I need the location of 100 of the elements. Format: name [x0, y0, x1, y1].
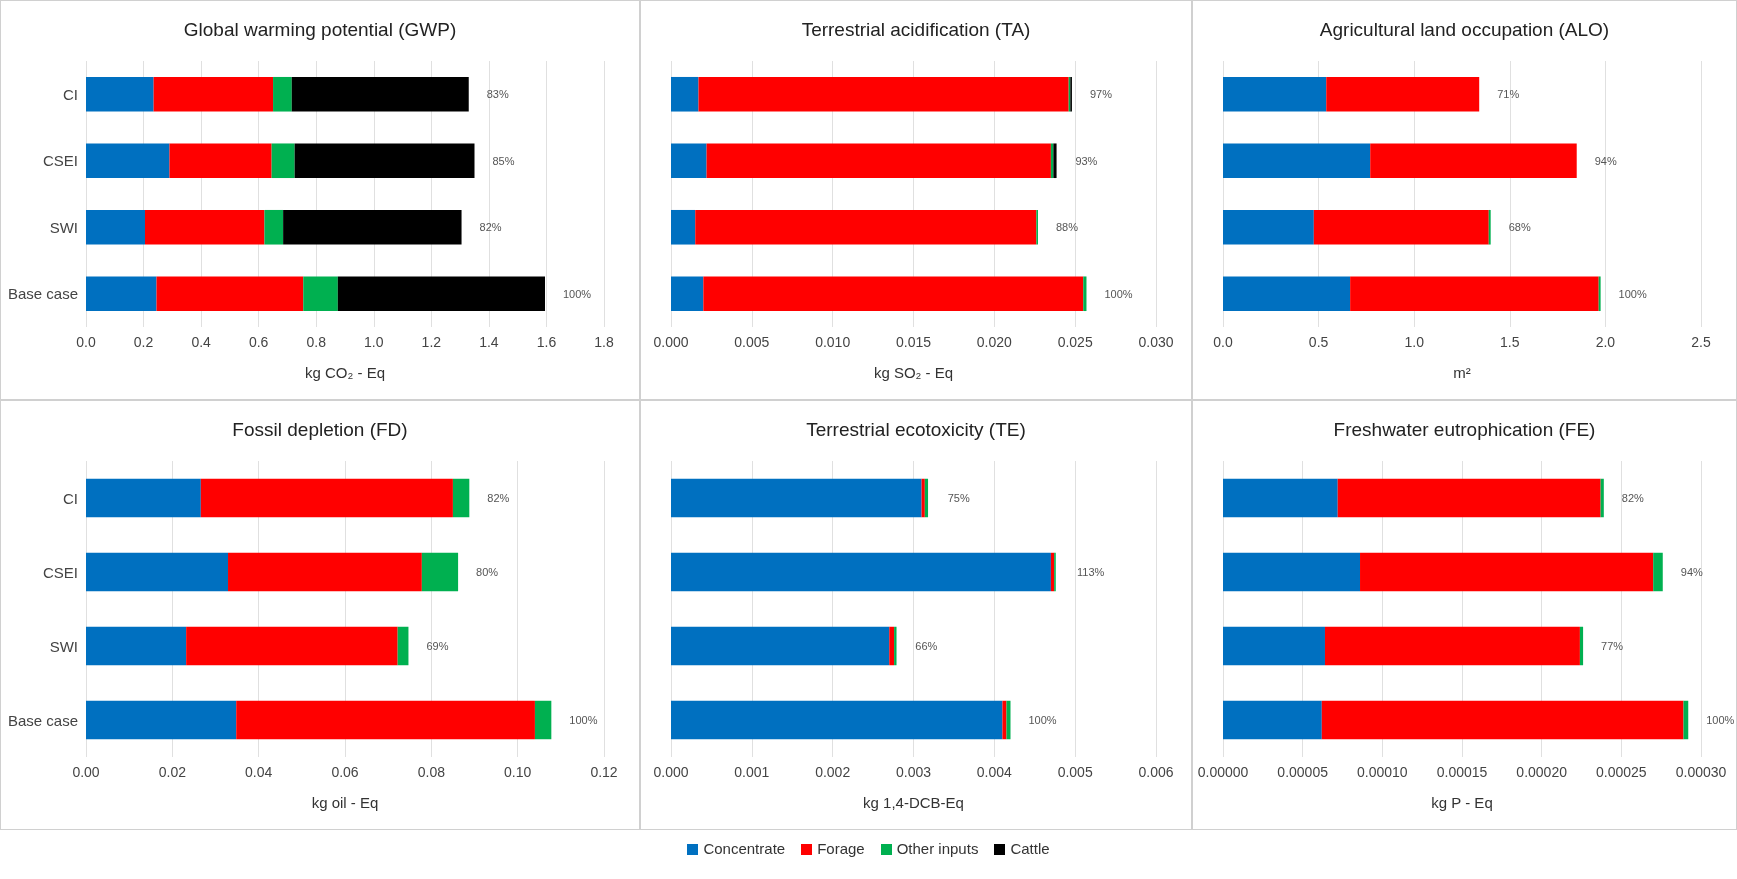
annotation: 82%: [479, 221, 502, 234]
annotation: 77%: [1601, 640, 1624, 652]
bar: [156, 276, 304, 312]
x-tick-label: 0.00000: [1197, 764, 1249, 780]
bar: [86, 552, 229, 592]
x-tick-label: 0.0: [1213, 334, 1233, 350]
x-tick-label: 0.00010: [1357, 764, 1408, 780]
bar: [283, 209, 462, 245]
bar: [1313, 209, 1489, 245]
bar: [228, 552, 422, 592]
x-tick-label: 1.0: [364, 334, 384, 350]
bar: [671, 76, 699, 112]
x-tick-label: 2.0: [1595, 334, 1616, 350]
bar: [291, 76, 469, 112]
bar: [1324, 626, 1580, 666]
x-tick-label: 1.5: [1500, 334, 1520, 350]
x-tick-label: 0.015: [895, 334, 932, 350]
x-tick-label: 1.0: [1404, 334, 1425, 350]
bar: [1050, 552, 1055, 592]
bar: [671, 552, 1051, 592]
bar: [695, 209, 1037, 245]
x-tick-label: 0.5: [1308, 334, 1329, 350]
bar: [1326, 76, 1480, 112]
x-tick-label: 0.004: [976, 764, 1013, 780]
annotation: 80%: [476, 566, 499, 578]
bar: [1223, 626, 1325, 666]
bar: [1223, 276, 1351, 312]
bar: [1006, 700, 1011, 740]
y-tick-label: Base case: [7, 711, 78, 729]
x-axis-title: kg P - Eq: [1431, 794, 1493, 811]
bar: [86, 76, 154, 112]
annotation: 83%: [486, 88, 509, 101]
bar: [1223, 76, 1327, 112]
bar: [924, 478, 929, 518]
bar: [144, 209, 265, 245]
bar: [1350, 276, 1599, 312]
bar: [1653, 552, 1663, 592]
x-tick-label: 0.001: [734, 764, 770, 780]
annotation: 68%: [1508, 221, 1531, 234]
annotation: 75%: [947, 492, 970, 504]
bar: [294, 143, 475, 179]
annotation: 100%: [569, 714, 598, 726]
y-tick-label: CSEI: [42, 563, 78, 581]
bar: [1370, 143, 1577, 179]
bar: [397, 626, 409, 666]
x-tick-label: 0.00020: [1516, 764, 1568, 780]
x-tick-label: 0.02: [158, 764, 187, 780]
bar: [86, 276, 157, 312]
x-tick-label: 0.10: [504, 764, 532, 780]
chart-title: Agricultural land occupation (ALO): [1319, 19, 1610, 40]
bar: [86, 700, 237, 740]
x-tick-label: 0.006: [1138, 764, 1174, 780]
bar: [1223, 143, 1371, 179]
x-tick-label: 0.005: [1057, 764, 1093, 780]
bar: [236, 700, 535, 740]
x-axis-title: kg oil - Eq: [311, 794, 379, 811]
legend-label: Cattle: [1009, 840, 1050, 857]
bar: [671, 209, 696, 245]
bar: [1360, 552, 1654, 592]
x-tick-label: 0.08: [417, 764, 446, 780]
bar: [671, 143, 707, 179]
legend-label: Forage: [816, 840, 865, 857]
bar: [303, 276, 338, 312]
annotation: 100%: [563, 287, 592, 300]
bar: [337, 276, 546, 312]
legend-label: Other inputs: [895, 840, 979, 857]
x-axis-title: kg SO₂ - Eq: [873, 364, 954, 381]
annotation: 100%: [1706, 714, 1735, 726]
x-tick-label: 0.00015: [1436, 764, 1488, 780]
bar: [86, 209, 145, 245]
bar: [703, 276, 1084, 312]
x-tick-label: 0.00: [72, 764, 100, 780]
x-tick-label: 1.8: [594, 334, 614, 350]
bar: [1223, 478, 1338, 518]
bar: [1083, 276, 1087, 312]
bar: [200, 478, 453, 518]
bar: [264, 209, 284, 245]
bar: [169, 143, 272, 179]
annotation: 82%: [1621, 492, 1645, 504]
bar: [271, 143, 295, 179]
x-tick-label: 0.04: [245, 764, 273, 780]
chart-title: Global warming potential (GWP): [183, 19, 457, 40]
bar: [534, 700, 552, 740]
x-tick-label: 0.010: [815, 334, 851, 350]
annotation: 100%: [1618, 287, 1647, 300]
bar: [921, 478, 925, 518]
annotation: 113%: [1077, 566, 1105, 578]
x-axis-title: kg 1,4-DCB-Eq: [863, 794, 964, 811]
bar: [153, 76, 274, 112]
y-tick-label: CI: [63, 489, 78, 507]
bar: [1600, 478, 1604, 518]
bar: [889, 626, 895, 666]
annotation: 85%: [492, 154, 515, 167]
annotation: 94%: [1680, 566, 1703, 578]
annotation: 100%: [1028, 714, 1057, 726]
bar: [452, 478, 470, 518]
x-tick-label: 0.2: [133, 334, 154, 350]
x-tick-label: 1.4: [479, 334, 499, 350]
bar: [86, 626, 187, 666]
annotation: 71%: [1497, 88, 1520, 101]
